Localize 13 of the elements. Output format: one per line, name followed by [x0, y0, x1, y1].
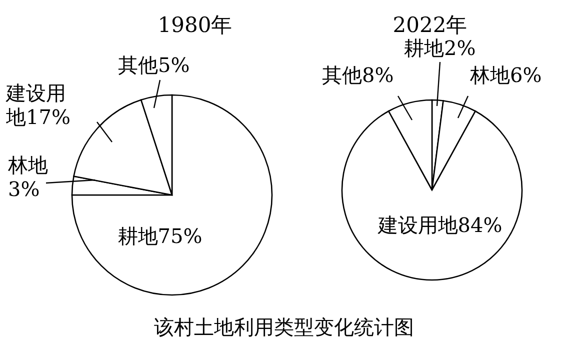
slice-label: 建设用地84% — [376, 213, 502, 237]
chart-title: 2022年 — [392, 13, 468, 37]
text: 该村土地利用类型变化统计图 — [154, 315, 414, 339]
slice-label: 林地 — [7, 153, 48, 177]
slice-label: 耕地75% — [118, 224, 202, 248]
data-label: 3% — [8, 177, 40, 201]
slice-label: 林地6% — [469, 63, 542, 87]
pie-slice — [71, 94, 273, 296]
slice-label: 耕地2% — [404, 36, 476, 60]
chart-title: 1980年 — [158, 13, 232, 37]
slice-label: 其他5% — [118, 53, 190, 77]
slice-label: 其他8% — [322, 63, 394, 87]
slice-label: 建设用地17% — [5, 81, 70, 129]
